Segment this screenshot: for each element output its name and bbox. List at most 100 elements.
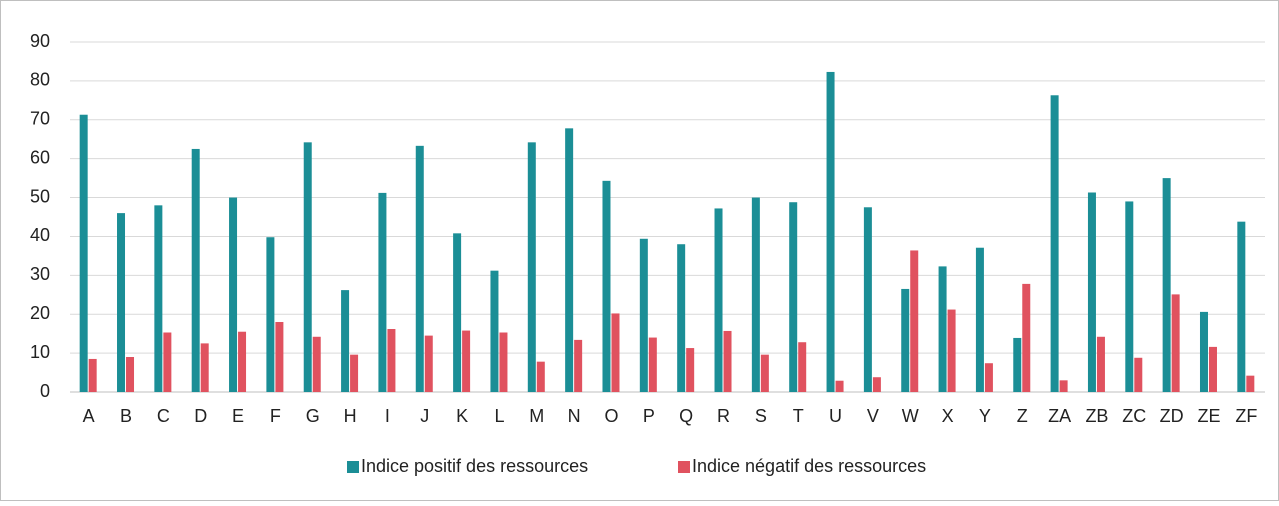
bar <box>714 208 723 392</box>
x-tick-label: T <box>793 406 804 426</box>
legend-label: Indice négatif des ressources <box>692 456 926 476</box>
bar <box>462 330 471 392</box>
x-tick-label: ZF <box>1235 406 1257 426</box>
bar <box>527 142 536 392</box>
bar <box>686 348 695 392</box>
bar <box>863 207 872 392</box>
bar <box>565 128 574 393</box>
bar <box>200 343 209 392</box>
bar <box>1199 311 1208 392</box>
bar <box>760 354 769 392</box>
y-tick-label: 30 <box>30 264 50 284</box>
bar <box>126 357 135 392</box>
y-tick-label: 60 <box>30 147 50 167</box>
bar <box>835 380 844 392</box>
bar <box>312 336 321 392</box>
bar <box>798 342 807 392</box>
bar <box>453 233 462 392</box>
bar <box>499 332 508 392</box>
bar <box>415 145 424 392</box>
x-tick-label: A <box>83 406 95 426</box>
bar <box>163 332 172 392</box>
bar <box>872 377 881 392</box>
bar <box>639 238 648 392</box>
x-tick-label: G <box>306 406 320 426</box>
bar <box>88 358 97 392</box>
x-tick-label: S <box>755 406 767 426</box>
bar <box>229 197 238 392</box>
bar <box>1087 192 1096 392</box>
y-tick-label: 40 <box>30 225 50 245</box>
legend-swatch <box>678 461 690 473</box>
bar <box>117 213 126 392</box>
bar <box>387 329 396 392</box>
bar <box>677 244 686 392</box>
bar <box>901 288 910 392</box>
bar <box>303 142 312 392</box>
x-tick-label: H <box>344 406 357 426</box>
legend-label: Indice positif des ressources <box>361 456 588 476</box>
x-tick-label: X <box>942 406 954 426</box>
bar <box>1246 375 1255 392</box>
bar <box>751 197 760 392</box>
y-tick-label: 70 <box>30 109 50 129</box>
bar <box>975 247 984 392</box>
y-tick-label: 90 <box>30 31 50 51</box>
bar <box>1013 337 1022 392</box>
bar <box>1237 221 1246 392</box>
y-tick-label: 20 <box>30 303 50 323</box>
bar <box>826 71 835 392</box>
bar <box>266 237 275 392</box>
bar <box>1134 357 1143 392</box>
x-tick-label: K <box>456 406 468 426</box>
x-tick-label: C <box>157 406 170 426</box>
bar <box>378 192 387 392</box>
x-tick-label: ZC <box>1122 406 1146 426</box>
y-tick-label: 50 <box>30 186 50 206</box>
x-tick-label: M <box>529 406 544 426</box>
y-tick-label: 10 <box>30 342 50 362</box>
bar <box>611 313 620 392</box>
bar <box>341 290 350 392</box>
bar <box>1162 178 1171 392</box>
x-tick-label: ZA <box>1048 406 1071 426</box>
x-tick-label: Q <box>679 406 693 426</box>
bar <box>648 337 657 392</box>
bar <box>1208 346 1217 392</box>
x-tick-label: W <box>902 406 919 426</box>
x-tick-label: Y <box>979 406 991 426</box>
x-tick-label: O <box>604 406 618 426</box>
x-tick-label: F <box>270 406 281 426</box>
x-tick-label: I <box>385 406 390 426</box>
x-tick-label: D <box>194 406 207 426</box>
bar <box>984 363 993 392</box>
x-tick-label: B <box>120 406 132 426</box>
bar <box>602 180 611 392</box>
bar <box>238 331 247 392</box>
x-tick-label: ZE <box>1197 406 1220 426</box>
bar <box>574 339 583 392</box>
bar <box>490 270 499 392</box>
x-tick-label: R <box>717 406 730 426</box>
x-tick-label: V <box>867 406 879 426</box>
bar <box>947 309 956 392</box>
x-tick-label: N <box>568 406 581 426</box>
x-tick-label: U <box>829 406 842 426</box>
bar <box>789 202 798 392</box>
x-tick-label: L <box>494 406 504 426</box>
bar <box>723 330 732 392</box>
bar <box>938 266 947 392</box>
x-tick-label: J <box>420 406 429 426</box>
bar <box>191 148 200 392</box>
legend-swatch <box>347 461 359 473</box>
y-tick-label: 0 <box>40 381 50 401</box>
x-tick-label: Z <box>1017 406 1028 426</box>
x-tick-label: E <box>232 406 244 426</box>
bar <box>1022 283 1031 392</box>
bar <box>79 114 88 392</box>
bar <box>1125 201 1134 392</box>
bar <box>1096 336 1105 392</box>
bar <box>1050 95 1059 393</box>
